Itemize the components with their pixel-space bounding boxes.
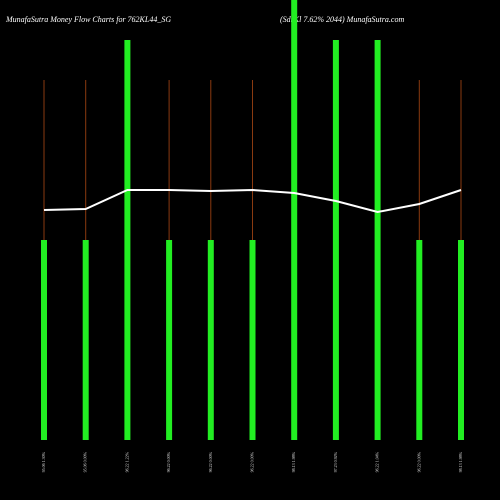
x-tick-label: 98.13 1.98% bbox=[291, 451, 296, 472]
bar bbox=[166, 240, 173, 440]
x-tick-label: 96.22 1.04% bbox=[375, 451, 380, 472]
bar bbox=[82, 240, 89, 440]
x-tick-label: 96.22 0.00% bbox=[208, 451, 213, 472]
x-tick-label: 97.23 0.92% bbox=[333, 451, 338, 472]
x-tick-label: 95.06 0.00% bbox=[83, 451, 88, 472]
x-tick-label: 96.22 1.22% bbox=[124, 451, 129, 472]
x-tick-label: 95.06 1.30% bbox=[41, 451, 46, 472]
chart-subtitle: (SdrKl 7.62% 2044) MunafaSutra.com bbox=[280, 15, 404, 24]
bar bbox=[41, 240, 47, 440]
bar bbox=[332, 40, 339, 440]
bar bbox=[374, 40, 381, 440]
chart-title: MunafaSutra Money Flow Charts for 762KL4… bbox=[5, 15, 171, 24]
bar bbox=[124, 40, 131, 440]
x-tick-label: 98.13 1.98% bbox=[458, 451, 463, 472]
x-tick-label: 96.22 0.00% bbox=[250, 451, 255, 472]
price-line bbox=[43, 188, 462, 214]
bar bbox=[291, 0, 298, 440]
bar bbox=[249, 240, 256, 440]
bar bbox=[458, 240, 464, 440]
x-tick-label: 96.22 0.00% bbox=[416, 451, 421, 472]
bar bbox=[416, 240, 423, 440]
bar bbox=[207, 240, 214, 440]
x-tick-label: 96.22 0.00% bbox=[166, 451, 171, 472]
